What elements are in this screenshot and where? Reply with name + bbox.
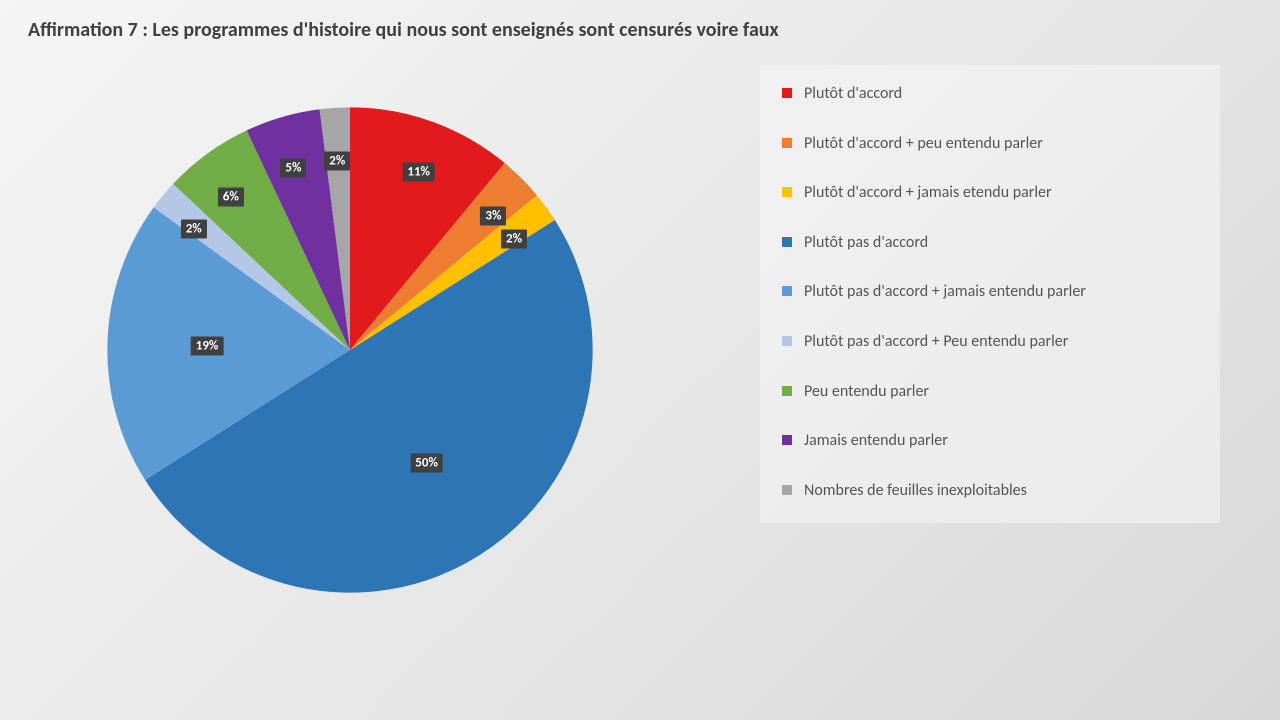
legend-swatch — [782, 237, 792, 247]
legend-swatch — [782, 336, 792, 346]
legend-item: Plutôt pas d'accord + jamais entendu par… — [782, 281, 1198, 303]
slice-percent-label: 50% — [410, 453, 443, 472]
legend-item: Nombres de feuilles inexploitables — [782, 480, 1198, 502]
legend-label: Peu entendu parler — [804, 381, 929, 403]
legend-swatch — [782, 435, 792, 445]
slice-percent-label: 2% — [501, 229, 527, 248]
legend-item: Jamais entendu parler — [782, 430, 1198, 452]
slice-percent-label: 5% — [280, 159, 306, 178]
legend-label: Plutôt d'accord + jamais etendu parler — [804, 182, 1052, 204]
slice-percent-label: 2% — [324, 152, 350, 171]
chart-title: Affirmation 7 : Les programmes d'histoir… — [28, 18, 779, 42]
pie-chart: 11% 3% 2% 50% 19% 2% 6% 5% 2% — [70, 70, 630, 630]
legend-item: Plutôt d'accord — [782, 83, 1198, 105]
slice-percent-label: 3% — [480, 207, 506, 226]
legend-swatch — [782, 485, 792, 495]
legend: Plutôt d'accord Plutôt d'accord + peu ent… — [760, 65, 1220, 523]
legend-label: Jamais entendu parler — [804, 430, 948, 452]
legend-item: Peu entendu parler — [782, 381, 1198, 403]
legend-label: Plutôt pas d'accord — [804, 232, 928, 254]
slice-percent-label: 11% — [402, 162, 435, 181]
slice-percent-label: 2% — [181, 220, 207, 239]
legend-label: Plutôt d'accord — [804, 83, 902, 105]
legend-item: Plutôt d'accord + jamais etendu parler — [782, 182, 1198, 204]
slice-percent-label: 19% — [191, 336, 224, 355]
slice-percent-label: 6% — [218, 187, 244, 206]
legend-swatch — [782, 386, 792, 396]
legend-swatch — [782, 286, 792, 296]
legend-swatch — [782, 187, 792, 197]
legend-label: Nombres de feuilles inexploitables — [804, 480, 1027, 502]
legend-label: Plutôt pas d'accord + jamais entendu par… — [804, 281, 1086, 303]
legend-label: Plutôt pas d'accord + Peu entendu parler — [804, 331, 1068, 353]
legend-swatch — [782, 138, 792, 148]
legend-item: Plutôt d'accord + peu entendu parler — [782, 133, 1198, 155]
legend-item: Plutôt pas d'accord — [782, 232, 1198, 254]
legend-item: Plutôt pas d'accord + Peu entendu parler — [782, 331, 1198, 353]
legend-label: Plutôt d'accord + peu entendu parler — [804, 133, 1043, 155]
legend-swatch — [782, 88, 792, 98]
